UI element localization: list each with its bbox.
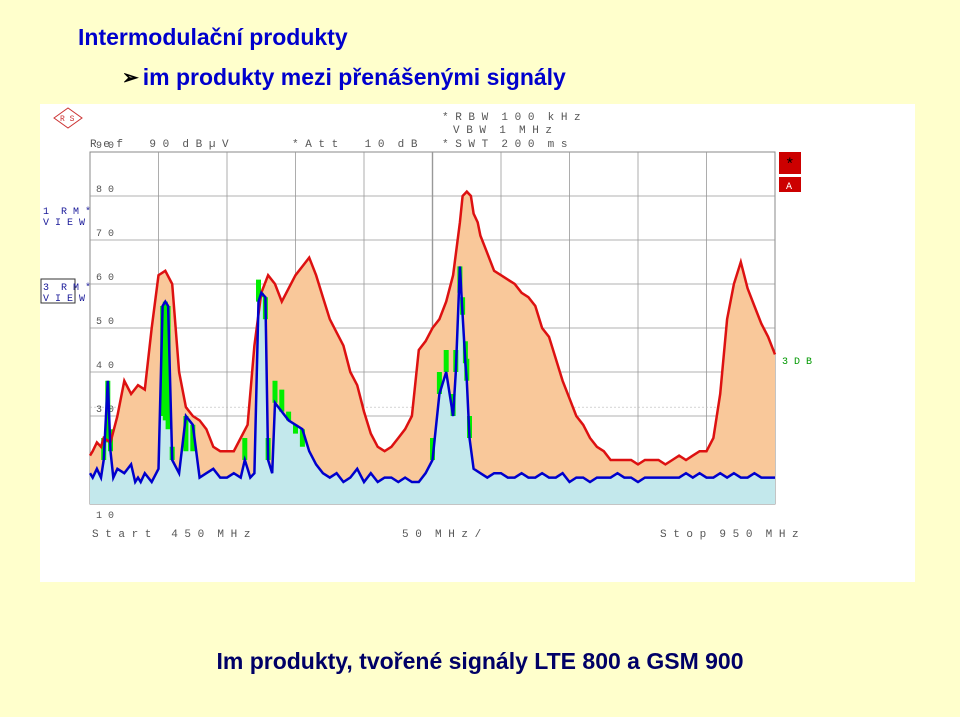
arrow-bullet-icon: ➢	[122, 67, 139, 89]
y-tick-label: 1 0	[96, 511, 114, 522]
sweep-time-label: * S W T 2 0 0 m s	[442, 139, 567, 151]
marker-a: A	[786, 182, 792, 193]
y-tick-label: 9 0	[96, 141, 114, 152]
vbw-label: V B W 1 M H z	[453, 125, 552, 137]
bullet-text: im produkty mezi přenášenými signály	[142, 64, 566, 90]
rbw-label: * R B W 1 0 0 k H z	[442, 112, 581, 124]
marker-star-badge	[779, 152, 801, 174]
rs-logo-text: R S	[60, 115, 75, 124]
y-tick-label: 4 0	[96, 361, 114, 372]
y-tick-label: 7 0	[96, 229, 114, 240]
y-tick-label: 3 0	[96, 405, 114, 416]
rs-logo	[53, 107, 83, 129]
y-tick-label: 5 0	[96, 317, 114, 328]
marker-a-badge	[779, 177, 801, 192]
y-tick-label: 8 0	[96, 185, 114, 196]
stop-frequency-label: S t o p 9 5 0 M H z	[660, 529, 799, 541]
trace1-view-label: V I E W	[43, 218, 85, 229]
marker-star: *	[785, 156, 795, 174]
blue-trace-line	[88, 266, 775, 486]
trace1-label: 1 R M *	[43, 206, 91, 218]
page-title: Intermodulační produkty	[78, 24, 348, 50]
db3-label: 3 D B	[782, 357, 812, 368]
ref-level-label: R e f 9 0 d B µ V	[90, 139, 229, 151]
trace3-view-label: V I E W	[43, 294, 85, 305]
trace3-label-box	[40, 278, 76, 304]
start-frequency-label: S t a r t 4 5 0 M H z	[92, 529, 250, 541]
blue-trace-fill-area	[90, 266, 775, 504]
span-per-division-label: 5 0 M H z /	[402, 529, 481, 541]
analyzer-screen: R S R e f 9 0 d B µ V * A t t 1 0 d B * …	[40, 104, 915, 582]
figure-caption: Im produkty, tvořené signály LTE 800 a G…	[216, 648, 744, 674]
red-trace-line	[88, 189, 777, 466]
trace3-label: 3 R M *	[43, 282, 91, 294]
spectrum-chart: R S R e f 9 0 d B µ V * A t t 1 0 d B * …	[40, 107, 812, 541]
attenuation-label: * A t t 1 0 d B	[292, 139, 418, 151]
y-tick-label: 6 0	[96, 273, 114, 284]
bullet-item: ➢ im produkty mezi přenášenými signály	[122, 64, 566, 91]
